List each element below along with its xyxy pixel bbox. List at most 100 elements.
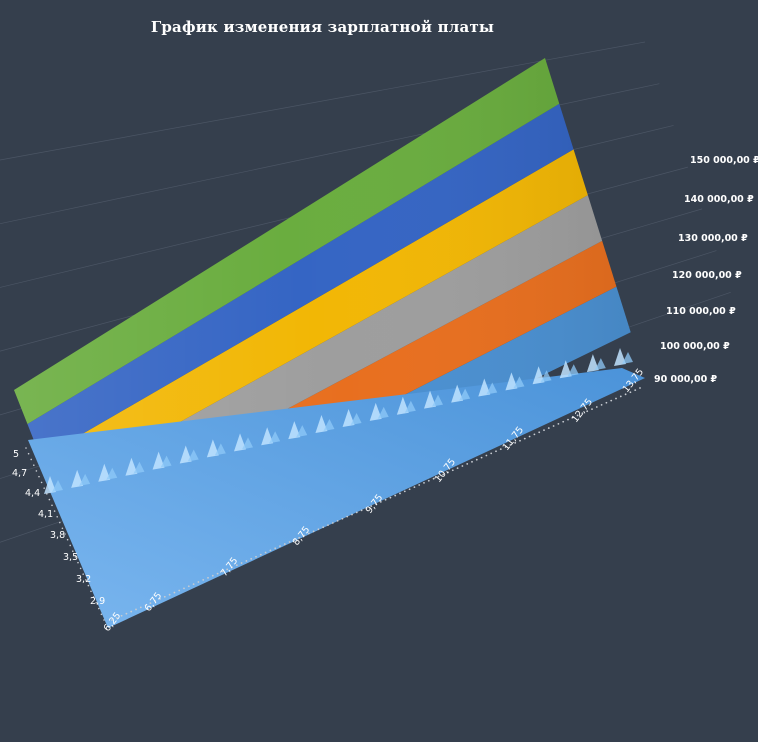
surface-spike	[342, 408, 355, 427]
axis-dot	[120, 614, 123, 617]
axis-dot	[274, 547, 277, 550]
axis-dot	[413, 486, 416, 489]
axis-dot	[90, 590, 92, 593]
axis-dot	[427, 479, 430, 482]
surface-spike	[98, 463, 111, 482]
surface-spike	[214, 443, 226, 456]
axis-dot	[159, 598, 161, 600]
surface-spike	[288, 421, 301, 440]
surface-spike	[540, 370, 552, 383]
axis-dot	[384, 498, 387, 501]
axis-dot	[394, 494, 397, 497]
axis-dot	[111, 619, 113, 621]
axis-dot	[25, 447, 27, 449]
surface-spike	[269, 431, 281, 444]
axis-dot	[216, 572, 219, 575]
axis-dot	[514, 441, 517, 444]
y-tick-label: 5	[13, 449, 19, 460]
axis-dot	[279, 545, 281, 548]
axis-dot	[571, 416, 574, 419]
axis-dot	[543, 429, 545, 432]
axis-dot	[264, 551, 267, 554]
z-tick-label: 120 000,00 ₽	[672, 270, 742, 281]
surface-spike	[505, 372, 518, 391]
axis-dot	[615, 397, 617, 400]
axis-dot	[399, 492, 401, 495]
surface-spike	[459, 388, 471, 401]
axis-dots	[25, 387, 641, 621]
axis-dot	[64, 533, 66, 535]
axis-dot	[447, 471, 449, 474]
axis-dot	[418, 484, 421, 486]
surface-spike	[513, 376, 525, 389]
axis-dot	[331, 522, 334, 524]
axis-dot	[403, 490, 406, 493]
axis-dot	[53, 510, 56, 512]
surface-spikes	[44, 348, 633, 494]
chart-title: График изменения зарплатной платы	[150, 18, 495, 36]
surface-spike	[179, 445, 192, 464]
axis-dot	[408, 488, 411, 491]
surface-spike	[234, 433, 246, 452]
axis-dot	[451, 469, 454, 472]
axis-dot	[61, 527, 64, 530]
axis-dot	[103, 619, 105, 621]
axis-dot	[312, 530, 315, 533]
axis-dot	[288, 541, 291, 543]
axis-dot	[528, 435, 531, 438]
axis-dot	[183, 587, 185, 590]
axis-dot	[370, 505, 373, 508]
surface-spike	[567, 364, 579, 377]
axis-dot	[461, 465, 464, 467]
axis-dot	[586, 410, 589, 413]
surface-spike	[350, 412, 362, 425]
axis-dot	[56, 516, 58, 518]
axis-dot	[495, 450, 497, 453]
y-tick-label: 3,2	[76, 574, 91, 585]
axis-dot	[557, 422, 560, 425]
axis-dot	[38, 475, 40, 478]
axis-dot	[115, 616, 118, 619]
axis-dot	[283, 543, 286, 545]
axis-dot	[269, 549, 272, 552]
axis-dot	[51, 504, 53, 507]
axis-dot	[538, 431, 541, 434]
surface-spike	[594, 358, 606, 371]
axis-dot	[30, 458, 32, 461]
axis-dot	[173, 591, 176, 594]
y-tick-label: 3,8	[50, 530, 65, 541]
axis-dot	[27, 452, 30, 455]
surface-spike	[559, 360, 572, 379]
surface-spike	[486, 382, 498, 395]
surface-spike	[125, 457, 138, 476]
axis-dot	[389, 496, 392, 499]
axis-dot	[130, 610, 133, 613]
grid-line	[0, 41, 646, 161]
axis-dot	[600, 403, 603, 406]
axis-dot	[100, 613, 103, 616]
surface-spike	[377, 406, 389, 419]
axis-dot	[327, 524, 329, 526]
axis-dot	[423, 482, 425, 484]
surface-spike	[106, 467, 118, 480]
y-tick-label: 2,9	[90, 596, 105, 607]
surface-spike	[586, 354, 599, 373]
axis-dot	[168, 593, 171, 596]
axis-dot	[336, 519, 339, 522]
axis-dot	[259, 553, 262, 556]
axis-dot	[255, 555, 257, 558]
axis-dot	[163, 595, 166, 598]
axis-dot	[154, 600, 157, 602]
z-tick-label: 90 000,00 ₽	[654, 374, 717, 385]
axis-dot	[375, 503, 377, 505]
axis-dot	[92, 596, 95, 598]
y-axis-labels: 2,9 3,2 3,5 3,8 4,1 4,4 4,7 5	[12, 449, 105, 607]
axis-dot	[59, 521, 61, 524]
axis-dot	[519, 439, 521, 442]
axis-dot	[207, 576, 209, 579]
axis-dot	[231, 566, 233, 569]
surface-spike	[622, 352, 633, 364]
surface-spike	[296, 425, 308, 438]
axis-dot	[74, 556, 77, 558]
